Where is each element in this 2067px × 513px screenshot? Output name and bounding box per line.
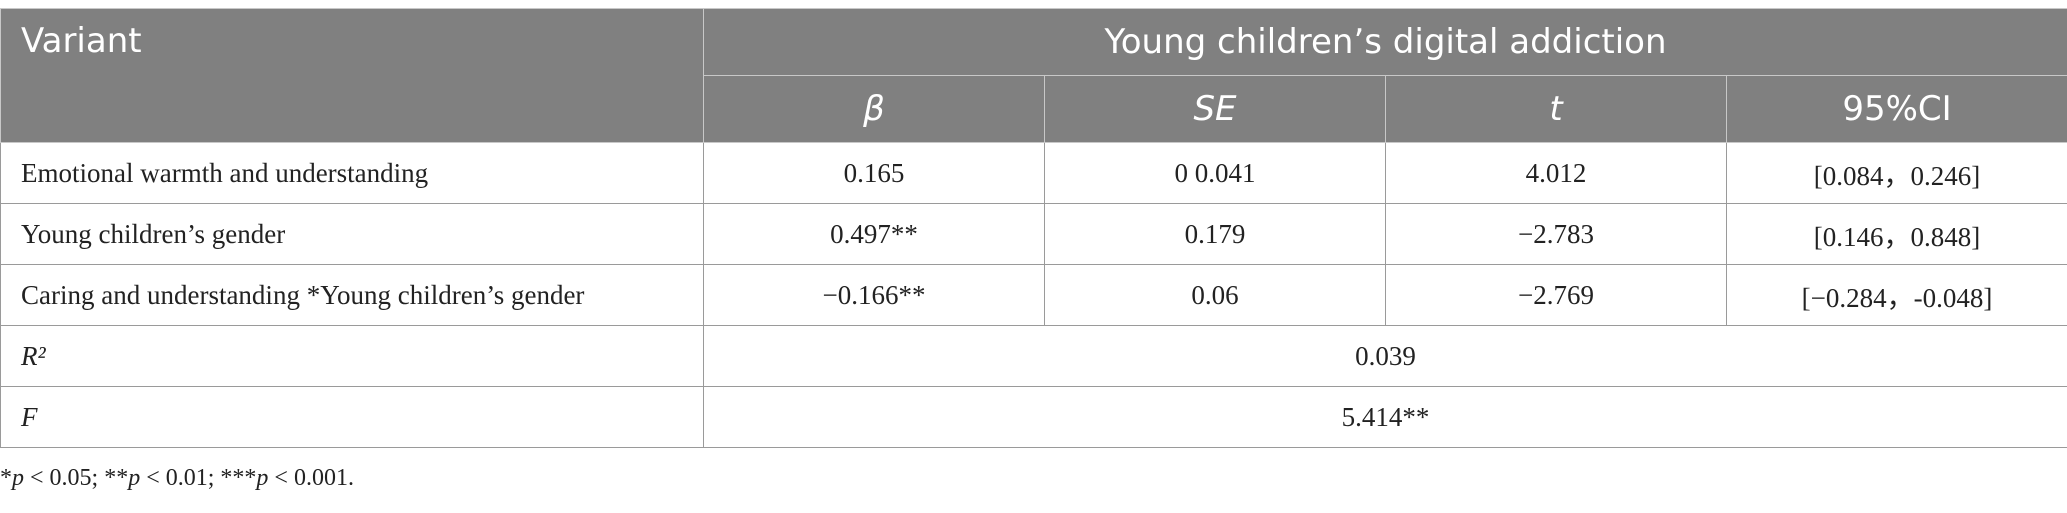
f-label: F [0, 386, 704, 448]
se-cell: 0.179 [1044, 203, 1386, 265]
row-label: Emotional warmth and understanding [0, 142, 704, 204]
footnote-part: * [0, 465, 12, 491]
footnote-part: < 0.001. [268, 465, 354, 491]
ci-cell: [0.146，0.848] [1725, 203, 2067, 265]
se-cell: 0 0.041 [1044, 142, 1386, 204]
summary-row-r2: R² 0.039 [0, 325, 2067, 387]
beta-cell: 0.165 [703, 142, 1045, 204]
table-container: Variant Young children’s digital addicti… [0, 8, 2067, 448]
f-value: 5.414** [702, 386, 2067, 448]
t-cell: −2.783 [1385, 203, 1727, 265]
footnote-p: p [12, 465, 24, 491]
footnote-p: p [128, 465, 141, 491]
r2-label: R² [0, 325, 704, 387]
row-label: Young children’s gender [0, 203, 704, 265]
beta-cell: 0.497** [703, 203, 1045, 265]
significance-footnote: *p < 0.05; **p < 0.01; ***p < 0.001. [0, 465, 354, 492]
ci-cell: [0.084，0.246] [1725, 142, 2067, 204]
ci-cell: [−0.284，-0.048] [1725, 264, 2067, 326]
header-row-2: β SE t 95%CI [1, 75, 2067, 143]
se-header: SE [1044, 75, 1386, 143]
beta-header: β [703, 75, 1045, 143]
se-cell: 0.06 [1044, 264, 1386, 326]
footnote-p: p [256, 465, 269, 491]
row-label: Caring and understanding *Young children… [0, 264, 704, 326]
t-cell: 4.012 [1385, 142, 1727, 204]
footnote-part: < 0.01; *** [140, 465, 257, 491]
beta-cell: −0.166** [703, 264, 1045, 326]
ci-header: 95%CI [1725, 75, 2067, 143]
summary-row-f: F 5.414** [0, 386, 2067, 448]
header-row-1: Variant Young children’s digital addicti… [0, 8, 2067, 143]
variant-header: Variant [0, 8, 704, 143]
group-header: Young children’s digital addiction [702, 8, 2067, 76]
r2-value: 0.039 [702, 325, 2067, 387]
table-row: Young children’s gender 0.497** 0.179 −2… [0, 203, 2067, 265]
t-cell: −2.769 [1385, 264, 1727, 326]
t-header: t [1385, 75, 1727, 143]
table-row: Caring and understanding *Young children… [0, 264, 2067, 326]
table-row: Emotional warmth and understanding 0.165… [0, 142, 2067, 204]
footnote-part: < 0.05; ** [24, 465, 129, 491]
regression-table: Variant Young children’s digital addicti… [0, 8, 2067, 448]
